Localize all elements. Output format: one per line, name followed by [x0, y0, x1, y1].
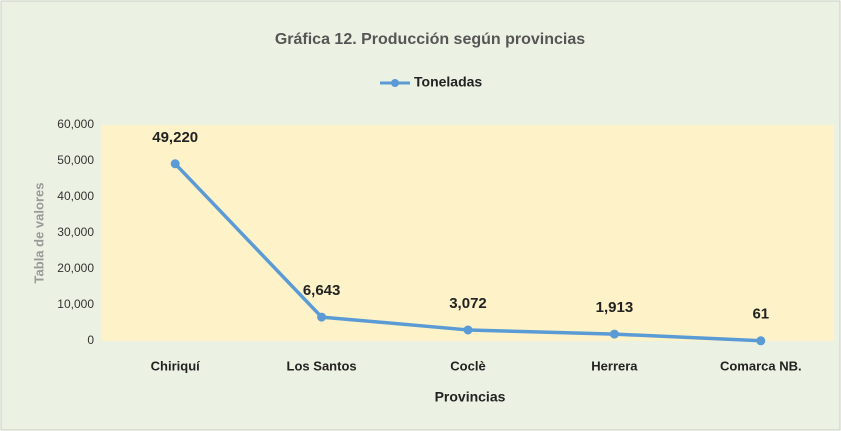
data-point — [463, 325, 473, 335]
data-point — [609, 329, 619, 339]
y-tick-label: 50,000 — [57, 153, 94, 167]
y-tick-label: 40,000 — [57, 189, 94, 203]
y-axis-label: Tabla de valores — [31, 183, 46, 284]
y-tick-label: 10,000 — [57, 297, 94, 311]
y-tick-label: 20,000 — [57, 261, 94, 275]
x-tick-label: Herrera — [591, 358, 638, 373]
data-label: 49,220 — [152, 129, 198, 146]
legend-marker — [391, 79, 399, 87]
y-tick-label: 30,000 — [57, 225, 94, 239]
data-label: 61 — [752, 306, 769, 323]
plot-area — [102, 125, 834, 341]
data-point — [756, 336, 766, 346]
data-point — [317, 312, 327, 322]
x-tick-label: Comarca NB. — [720, 358, 802, 373]
chart-title: Gráfica 12. Producción según provincias — [275, 31, 585, 48]
data-label: 1,913 — [596, 299, 634, 316]
x-tick-label: Los Santos — [287, 358, 357, 373]
data-point — [170, 159, 180, 169]
x-tick-label: Coclè — [450, 358, 485, 373]
y-tick-label: 60,000 — [57, 117, 94, 131]
data-label: 6,643 — [303, 282, 341, 299]
legend-label: Toneladas — [414, 74, 482, 90]
data-label: 3,072 — [449, 295, 487, 312]
y-tick-label: 0 — [87, 333, 94, 347]
x-axis-label: Provincias — [435, 389, 506, 405]
x-tick-label: Chiriquí — [151, 358, 200, 373]
